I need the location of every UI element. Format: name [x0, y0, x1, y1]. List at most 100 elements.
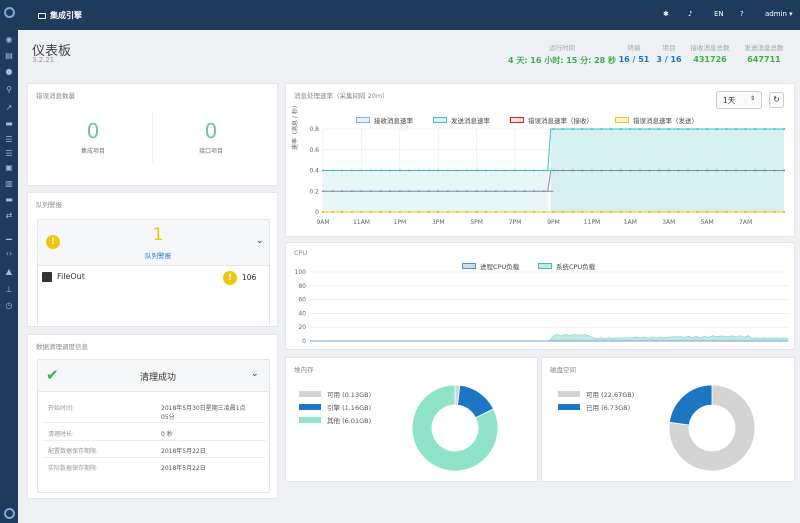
time-range-value: 1天	[723, 96, 736, 105]
chevron-down-icon[interactable]: ⌄	[251, 369, 259, 379]
legend-swatch	[558, 404, 580, 410]
memory-legend-engine-label: 引擎 (1.16GB)	[327, 404, 372, 412]
cleanup-status: 清理成功	[139, 373, 176, 383]
book-icon-2[interactable]: ▬	[5, 195, 13, 204]
disk-legend-used[interactable]: 已用 (6.73GB)	[558, 402, 630, 412]
actual-retention-value: 2018年5月22日	[161, 465, 206, 472]
transfer-icon[interactable]: ⇄	[5, 211, 13, 220]
legend-swatch	[510, 117, 524, 123]
cleanup-header[interactable]: ✔ 清理成功 ⌄	[38, 360, 269, 392]
sitemap-icon[interactable]: ⊥	[5, 285, 13, 294]
stat-received-label: 接收消息总数	[690, 44, 730, 52]
app-brand[interactable]: 集成引擎	[38, 10, 82, 21]
stat-terminal-value: 16 / 51	[618, 55, 650, 64]
legend-swatch	[558, 391, 580, 397]
cleanup-start-value-2: 05分	[161, 414, 175, 421]
legend-swatch	[538, 263, 552, 269]
database-icon[interactable]: ▥	[5, 179, 13, 188]
queue-alert-link[interactable]: 队列警报	[145, 252, 171, 260]
help-icon[interactable]: ?	[740, 10, 744, 18]
image-icon[interactable]: ▣	[5, 163, 13, 172]
legend-swatch	[299, 417, 321, 423]
queue-item-name[interactable]: FileOut	[57, 272, 85, 281]
legend-process-cpu[interactable]: 进程CPU负载	[462, 261, 519, 271]
queue-item-count: 106	[242, 273, 257, 282]
left-nav: ◉ ▤ ● ⚲ ↗ ▬ ☰ ☰ ▣ ▥ ▬ ⇄ ▁ ‹› ▲ ⊥ ◷	[0, 0, 18, 523]
legend-error-receive[interactable]: 错误消息速率（接收）	[510, 115, 593, 125]
memory-title: 堆内存	[294, 366, 314, 374]
info-icon[interactable]: ●	[5, 67, 13, 76]
disk-legend-free-label: 可用 (22.67GB)	[586, 391, 635, 399]
legend-swatch	[299, 391, 321, 397]
warning-icon: !	[46, 235, 60, 249]
stat-sent-value: 647711	[747, 55, 781, 64]
bar-chart-icon[interactable]: ▁	[5, 231, 13, 240]
legend-swatch	[356, 117, 370, 123]
stat-sent-label: 发送消息总数	[744, 44, 784, 52]
error-integration-label: 集成项目	[80, 148, 105, 155]
cleanup-duration-label: 清理时长:	[48, 431, 75, 438]
queue-alert-title: 队列警报	[36, 201, 62, 209]
time-range-select[interactable]: 1天 ⇕	[716, 91, 762, 109]
menu-icon-2[interactable]: ☰	[5, 149, 13, 158]
user-menu[interactable]: admin ▾	[765, 10, 793, 18]
error-integration-count: 0	[86, 119, 100, 143]
legend-receive-label: 接收消息速率	[374, 117, 413, 125]
disk-legend-free[interactable]: 可用 (22.67GB)	[558, 389, 634, 399]
refresh-icon[interactable]: ↻	[769, 92, 784, 108]
legend-error-send[interactable]: 错误消息速率（发送）	[615, 115, 698, 125]
cleanup-title: 数据清理调度信息	[36, 343, 88, 351]
code-icon[interactable]: ‹›	[5, 249, 13, 258]
rate-y-label: 速率（消息 / 秒）	[292, 102, 299, 150]
book-icon[interactable]: ▬	[5, 119, 13, 128]
legend-error-send-label: 错误消息速率（发送）	[633, 117, 698, 125]
memory-legend-free[interactable]: 可用 (0.13GB)	[299, 389, 371, 399]
error-interface-count: 0	[204, 119, 218, 143]
app-title: 集成引擎	[50, 11, 82, 20]
warning-icon[interactable]: ▲	[5, 267, 13, 276]
memory-legend-other-label: 其他 (6.01GB)	[327, 417, 372, 425]
chart-icon[interactable]: ↗	[5, 103, 13, 112]
file-icon	[42, 272, 52, 282]
search-icon[interactable]: ⚲	[6, 85, 12, 94]
version: 3.2.21	[32, 56, 55, 64]
legend-receive[interactable]: 接收消息速率	[356, 115, 413, 125]
language-button[interactable]: EN	[714, 10, 724, 18]
cpu-chart-card: CPU	[285, 242, 795, 350]
stat-received-value: 431726	[693, 55, 727, 64]
stat-uptime-value: 4 天: 16 小时: 15 分: 28 秒	[507, 56, 617, 65]
bottom-logo-icon	[4, 508, 15, 519]
cleanup-start-value: 2018年5月30日星期三凌晨1点	[161, 405, 246, 412]
legend-swatch	[615, 117, 629, 123]
window-icon	[38, 12, 46, 19]
menu-icon[interactable]: ☰	[5, 135, 13, 144]
legend-swatch	[299, 404, 321, 410]
dashboard-icon[interactable]: ◉	[5, 35, 13, 44]
cleanup-panel: ✔ 清理成功 ⌄ 开始时间: 2018年5月30日星期三凌晨1点 05分 清理时…	[37, 359, 270, 493]
disk-title: 磁盘空间	[550, 366, 576, 374]
config-retention-label: 配置数据保存期限:	[48, 448, 99, 455]
settings-icon[interactable]: ✱	[663, 10, 669, 18]
clock-icon[interactable]: ◷	[5, 301, 13, 310]
warning-icon: !	[223, 271, 237, 285]
cpu-chart-title: CPU	[294, 249, 308, 257]
legend-swatch	[433, 117, 447, 123]
list-icon[interactable]: ▤	[5, 51, 13, 60]
stat-uptime-label: 运行时间	[549, 44, 575, 52]
memory-legend-other[interactable]: 其他 (6.01GB)	[299, 415, 371, 425]
config-retention-value: 2018年5月22日	[161, 448, 206, 455]
legend-send[interactable]: 发送消息速率	[433, 115, 490, 125]
memory-legend-free-label: 可用 (0.13GB)	[327, 391, 372, 399]
legend-swatch	[462, 263, 476, 269]
legend-system-cpu-label: 系统CPU负载	[556, 263, 596, 271]
queue-alert-header[interactable]: ! 1 队列警报 ⌄	[38, 220, 269, 266]
queue-alert-count: 1	[152, 225, 164, 245]
chevron-down-icon[interactable]: ⌄	[256, 236, 264, 246]
actual-retention-label: 实际数据保存期限:	[48, 465, 99, 472]
legend-system-cpu[interactable]: 系统CPU负载	[538, 261, 595, 271]
bell-icon[interactable]: ♪	[688, 10, 693, 18]
memory-legend-engine[interactable]: 引擎 (1.16GB)	[299, 402, 371, 412]
logo-icon	[4, 7, 15, 18]
cleanup-duration-value: 0 秒	[161, 431, 173, 438]
top-bar: 集成引擎 ✱ ♪ EN ? admin ▾	[0, 0, 800, 30]
